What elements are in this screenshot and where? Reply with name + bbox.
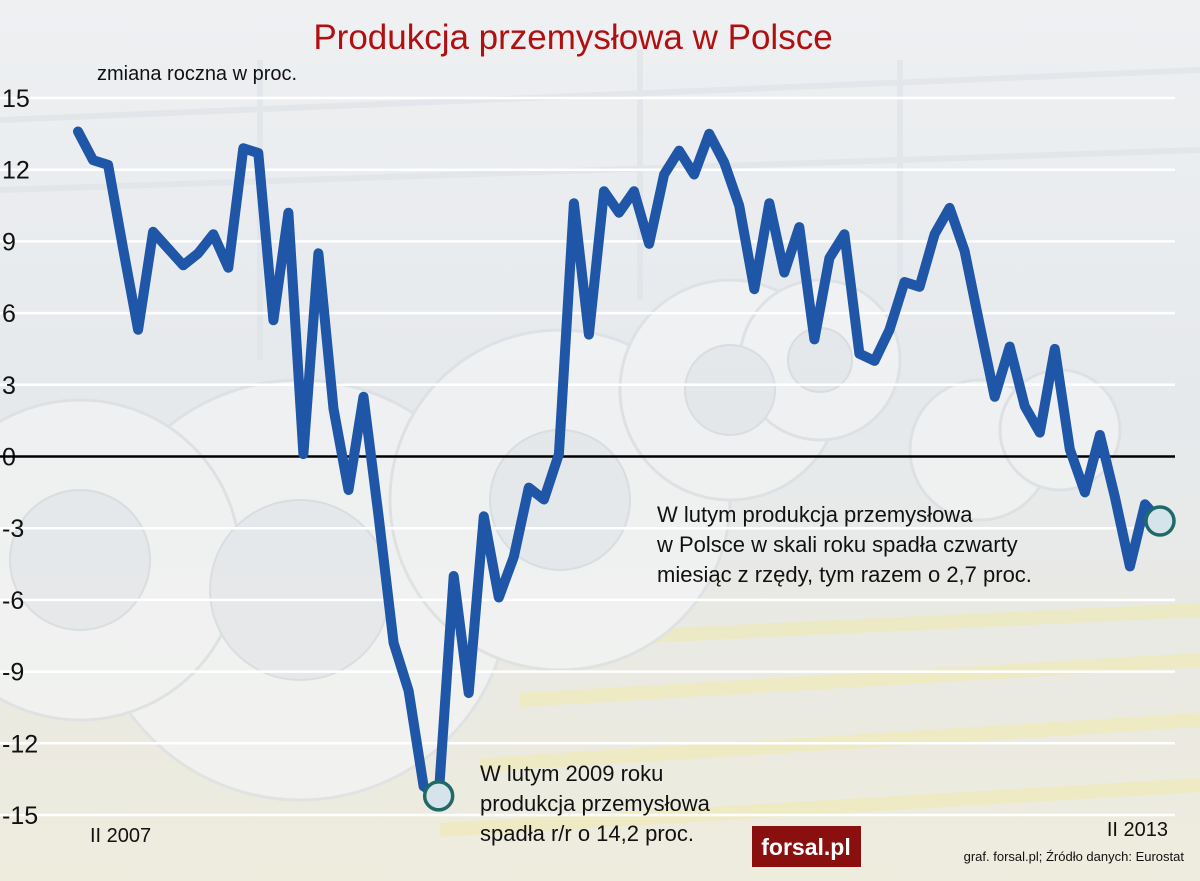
- chart-title: Produkcja przemysłowa w Polsce: [313, 18, 832, 57]
- y-axis-label: zmiana roczna w proc.: [97, 63, 297, 85]
- highlight-point-marker: [422, 780, 455, 812]
- highlight-point-marker: [1144, 505, 1176, 537]
- y-tick-label: 9: [2, 228, 16, 256]
- gridlines: [0, 96, 1175, 817]
- y-tick-label: 3: [2, 372, 16, 400]
- forsal-logo: forsal.pl: [752, 826, 861, 867]
- y-tick-label: 15: [2, 85, 30, 113]
- annotation-2009-line: W lutym 2009 roku: [480, 761, 663, 786]
- y-tick-label: -15: [2, 802, 38, 830]
- annotation-2013-line: w Polsce w skali roku spadła czwarty: [656, 532, 1018, 557]
- annotation-2009-line: spadła r/r o 14,2 proc.: [480, 821, 694, 846]
- x-start-label: II 2007: [90, 825, 151, 847]
- highlight-markers: [422, 505, 1176, 812]
- annotation-2013-line: W lutym produkcja przemysłowa: [657, 502, 973, 527]
- series-line: [73, 126, 1165, 801]
- y-tick-label: -9: [2, 659, 24, 687]
- forsal-logo-text: forsal.pl: [761, 834, 850, 860]
- y-tick-label: 6: [2, 300, 16, 328]
- annotation-2013-line: miesiąc z rzędy, tym razem o 2,7 proc.: [657, 562, 1032, 587]
- y-axis-ticks: 15129630-3-6-9-12-15: [2, 85, 38, 830]
- y-tick-label: -3: [2, 515, 24, 543]
- y-tick-label: -12: [2, 730, 38, 758]
- source-note: graf. forsal.pl; Źródło danych: Eurostat: [964, 849, 1185, 864]
- annotation-2009-line: produkcja przemysłowa: [480, 791, 711, 816]
- y-tick-label: -6: [2, 587, 24, 615]
- annotation-2009: W lutym 2009 roku produkcja przemysłowa …: [480, 761, 711, 846]
- x-end-label: II 2013: [1107, 819, 1168, 841]
- annotation-2013: W lutym produkcja przemysłowa w Polsce w…: [656, 502, 1032, 587]
- background-photo: [0, 50, 1200, 881]
- y-tick-label: 12: [2, 157, 30, 185]
